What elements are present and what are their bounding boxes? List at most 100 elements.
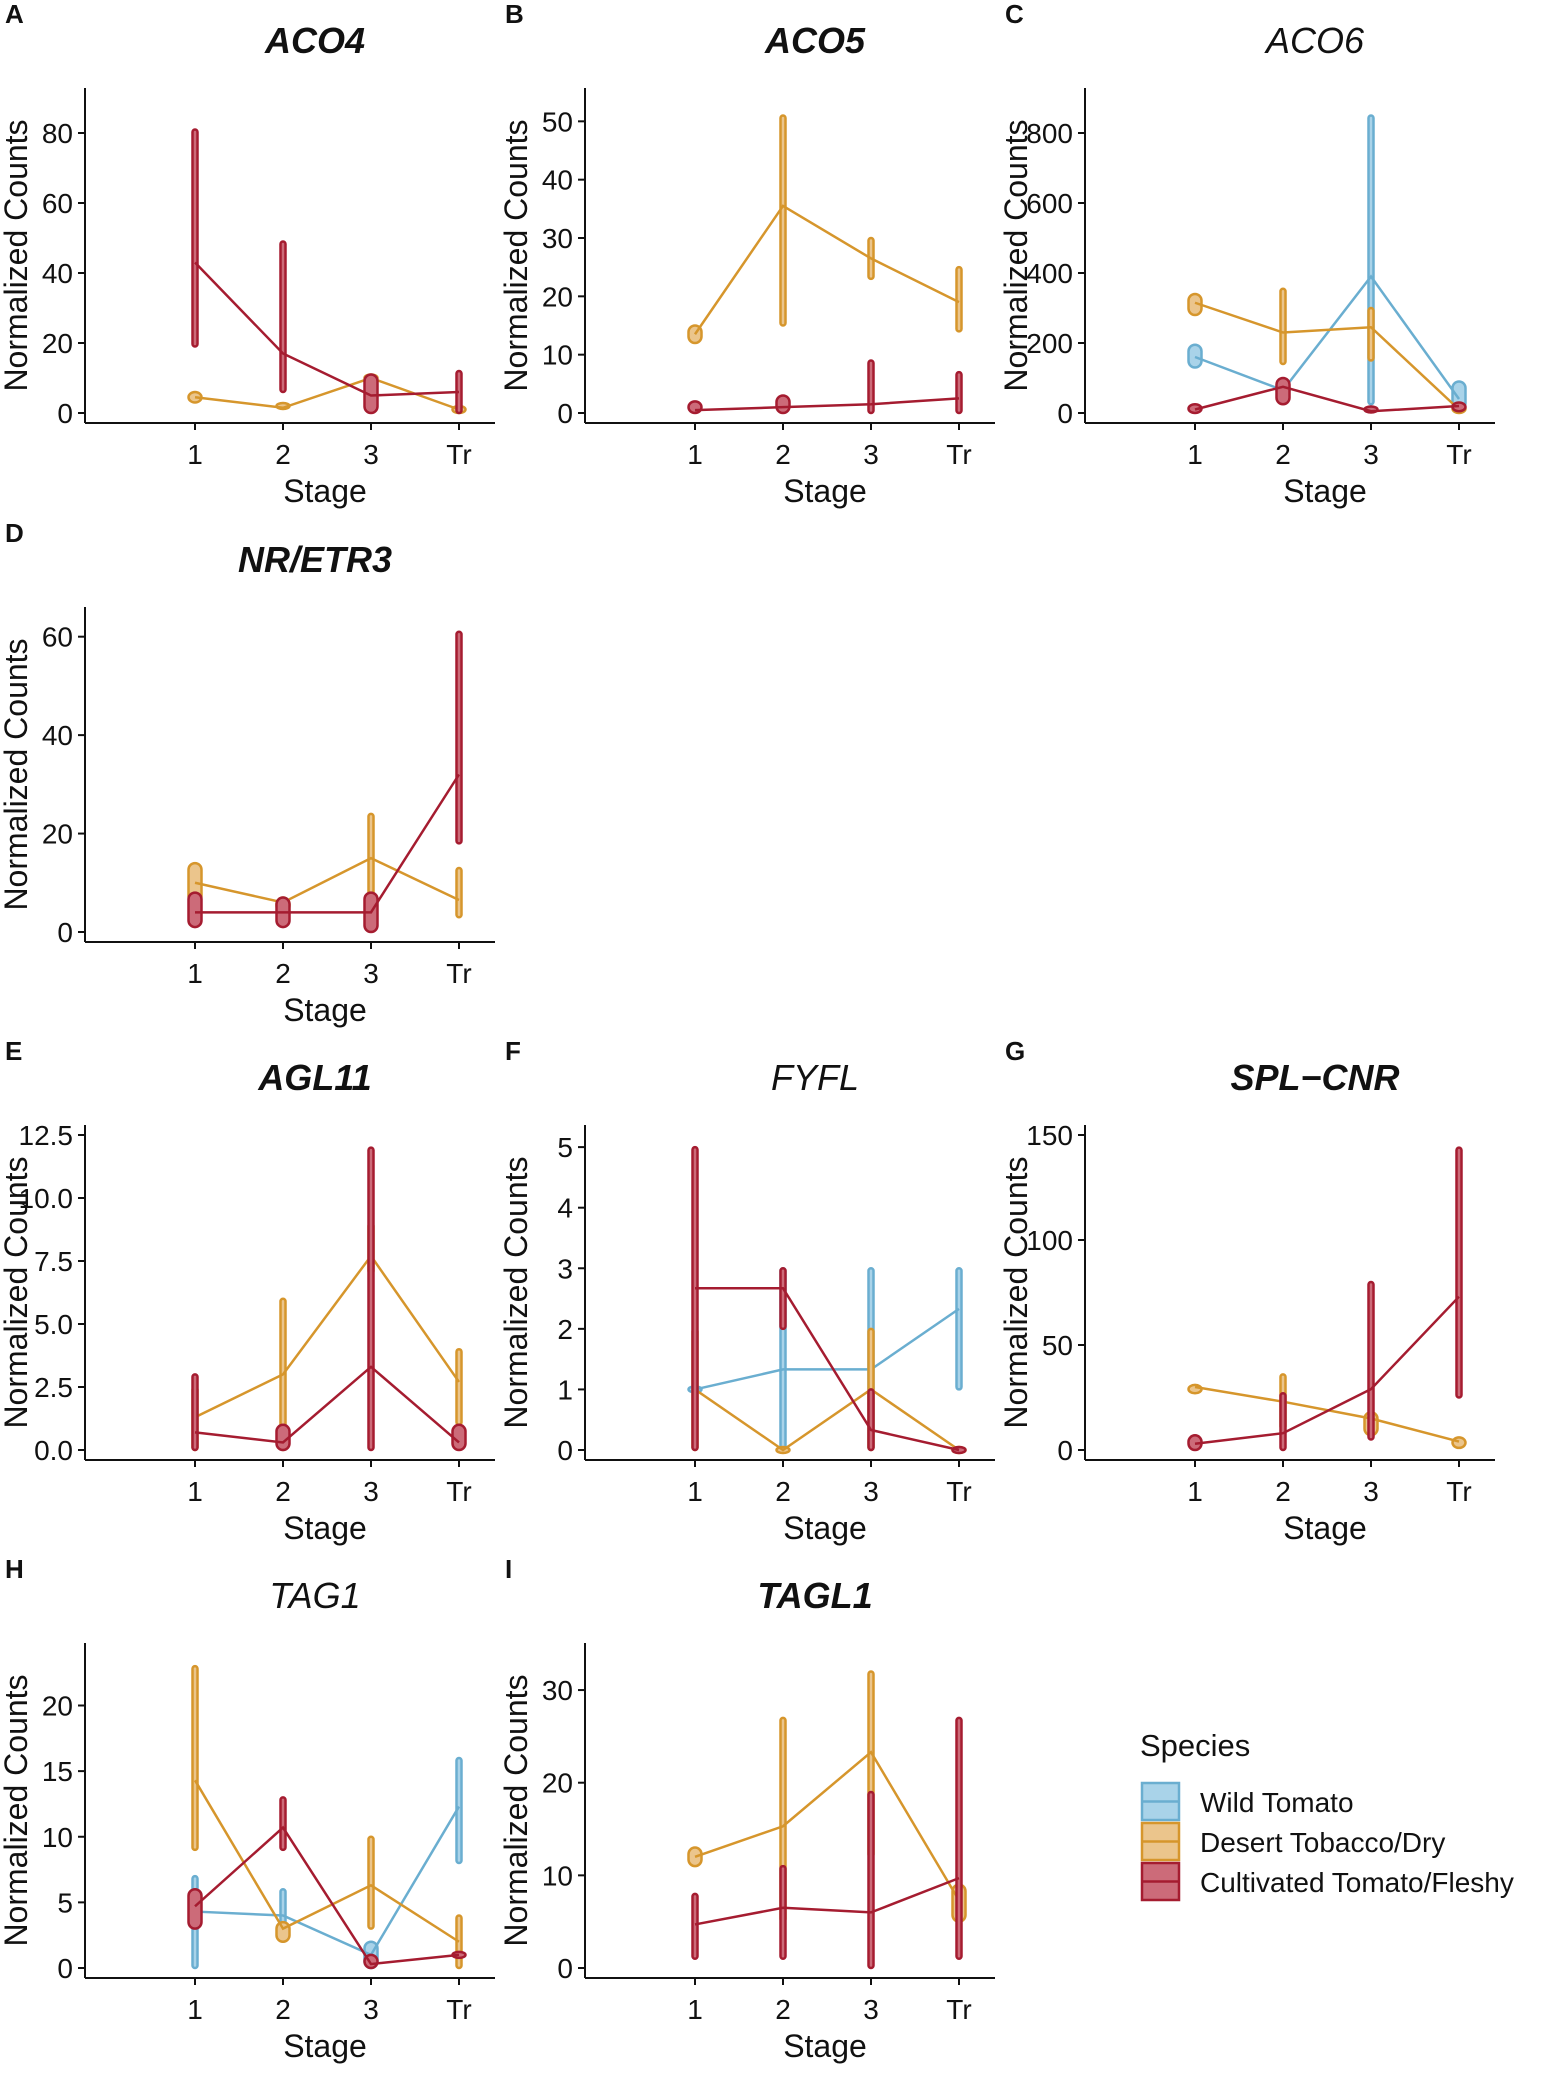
y-tick-label: 7.5 — [34, 1246, 73, 1277]
y-tick-label: 20 — [42, 1691, 73, 1722]
panel-title: SPL−CNR — [1230, 1057, 1399, 1098]
violin-desert — [1279, 287, 1287, 366]
x-axis-label: Stage — [783, 1510, 867, 1546]
y-tick-label: 1 — [557, 1374, 573, 1405]
panel-letter: E — [5, 1036, 22, 1066]
y-axis-label: Normalized Counts — [998, 1156, 1034, 1428]
x-tick-label: 3 — [1363, 1476, 1379, 1507]
violin-desert — [367, 1835, 375, 1930]
violin-cultivated — [191, 128, 199, 348]
violin-desert — [455, 1347, 463, 1427]
y-tick-label: 60 — [42, 188, 73, 219]
violin-cultivated — [867, 359, 875, 415]
y-tick-label: 50 — [1042, 1330, 1073, 1361]
panel-title: ACO5 — [764, 20, 866, 61]
y-tick-label: 60 — [42, 622, 73, 653]
mean-line-desert — [693, 204, 960, 335]
mean-line-wild — [694, 1307, 960, 1391]
panel-title: NR/ETR3 — [238, 539, 392, 580]
series-cultivated — [1187, 1146, 1463, 1452]
legend-label: Desert Tobacco/Dry — [1200, 1827, 1445, 1858]
panel-title: TAG1 — [269, 1575, 360, 1616]
x-tick-label: 1 — [687, 1476, 703, 1507]
x-tick-label: Tr — [446, 1476, 471, 1507]
y-tick-label: 0 — [1057, 398, 1073, 429]
y-axis-label: Normalized Counts — [0, 119, 34, 391]
x-axis-label: Stage — [283, 2028, 367, 2064]
y-tick-label: 600 — [1026, 188, 1073, 219]
x-axis-label: Stage — [783, 473, 867, 509]
x-tick-label: 3 — [363, 1994, 379, 2025]
panel-B: B ACO5 0 10 20 30 40 50 1 2 3 Tr Stage Normalized Cou… — [498, 0, 995, 509]
x-tick-label: 2 — [775, 439, 791, 470]
x-tick-label: Tr — [446, 958, 471, 989]
violin-cultivated — [279, 1796, 287, 1852]
y-axis-label: Normalized Counts — [0, 1674, 34, 1946]
x-tick-label: Tr — [946, 1476, 971, 1507]
violin-cultivated — [1275, 376, 1291, 406]
x-tick-label: 2 — [1275, 439, 1291, 470]
y-axis-label: Normalized Counts — [0, 638, 34, 910]
y-tick-label: 40 — [542, 165, 573, 196]
mean-line-cultivated — [1194, 1295, 1460, 1445]
mean-line-desert — [694, 1387, 960, 1452]
violin-cultivated — [279, 240, 287, 394]
panel-F: F FYFL 0 1 2 3 4 5 1 2 3 Tr Stage Normalized Counts — [498, 1036, 995, 1546]
y-tick-label: 0 — [557, 398, 573, 429]
x-tick-label: 3 — [363, 439, 379, 470]
panel-letter: D — [5, 518, 24, 548]
mean-line-cultivated — [195, 773, 461, 914]
violin-cultivated — [1367, 1280, 1375, 1441]
y-tick-label: 800 — [1026, 118, 1073, 149]
violin-cultivated — [187, 891, 203, 929]
x-axis-label: Stage — [1283, 1510, 1367, 1546]
violin-cultivated — [687, 400, 703, 415]
violin-desert — [955, 265, 963, 333]
panel-title: AGL11 — [257, 1057, 371, 1098]
y-tick-label: 20 — [542, 1768, 573, 1799]
violin-cultivated — [867, 1790, 875, 1970]
y-tick-label: 10 — [542, 340, 573, 371]
y-tick-label: 5 — [557, 1132, 573, 1163]
y-tick-label: 20 — [42, 328, 73, 359]
violin-desert — [779, 114, 787, 327]
violin-cultivated — [691, 1145, 699, 1452]
violin-cultivated — [367, 1146, 375, 1452]
panel-title: ACO6 — [1264, 20, 1365, 61]
series-cultivated — [691, 1716, 963, 1970]
y-tick-label: 0 — [57, 917, 73, 948]
x-tick-label: 1 — [1187, 439, 1203, 470]
mean-line-wild — [194, 1805, 461, 1957]
legend-entry-desert: Desert Tobacco/Dry — [1140, 1821, 1445, 1862]
y-tick-label: 100 — [1026, 1225, 1073, 1256]
series-desert — [1187, 287, 1467, 415]
x-tick-label: 2 — [775, 1476, 791, 1507]
violin-cultivated — [455, 630, 463, 845]
y-tick-label: 3 — [557, 1253, 573, 1284]
panel-letter: H — [5, 1554, 24, 1584]
x-tick-label: Tr — [1446, 1476, 1471, 1507]
legend-entries: Wild Tomato Desert Tobacco/Dry Cultivated … — [1140, 1781, 1514, 1902]
x-tick-label: Tr — [946, 1994, 971, 2025]
y-tick-label: 2 — [557, 1314, 573, 1345]
y-tick-label: 400 — [1026, 258, 1073, 289]
y-tick-label: 30 — [542, 1675, 573, 1706]
y-axis-label: Normalized Counts — [0, 1156, 34, 1428]
legend: Species Wild Tomato Desert Tobacco/Dry Cul… — [1140, 1728, 1514, 1902]
x-tick-label: 1 — [187, 1994, 203, 2025]
x-tick-label: Tr — [1446, 439, 1471, 470]
y-tick-label: 2.5 — [34, 1372, 73, 1403]
series-desert — [191, 1221, 463, 1452]
x-tick-label: 1 — [187, 439, 203, 470]
y-tick-label: 10.0 — [19, 1183, 74, 1214]
violin-cultivated — [955, 370, 963, 415]
mean-line-cultivated — [694, 1876, 960, 1926]
panel-H: H TAG1 0 5 10 15 20 1 2 3 Tr Stage Normalized Counts — [0, 1554, 495, 2064]
mean-line-desert — [193, 1779, 460, 1943]
y-tick-label: 50 — [542, 106, 573, 137]
violin-cultivated — [1455, 1146, 1463, 1399]
y-axis-label: Normalized Counts — [498, 1156, 534, 1428]
panel-C: C ACO6 0 200 400 600 800 1 2 3 Tr Stage Normalized C… — [998, 0, 1495, 509]
x-tick-label: 2 — [275, 1994, 291, 2025]
